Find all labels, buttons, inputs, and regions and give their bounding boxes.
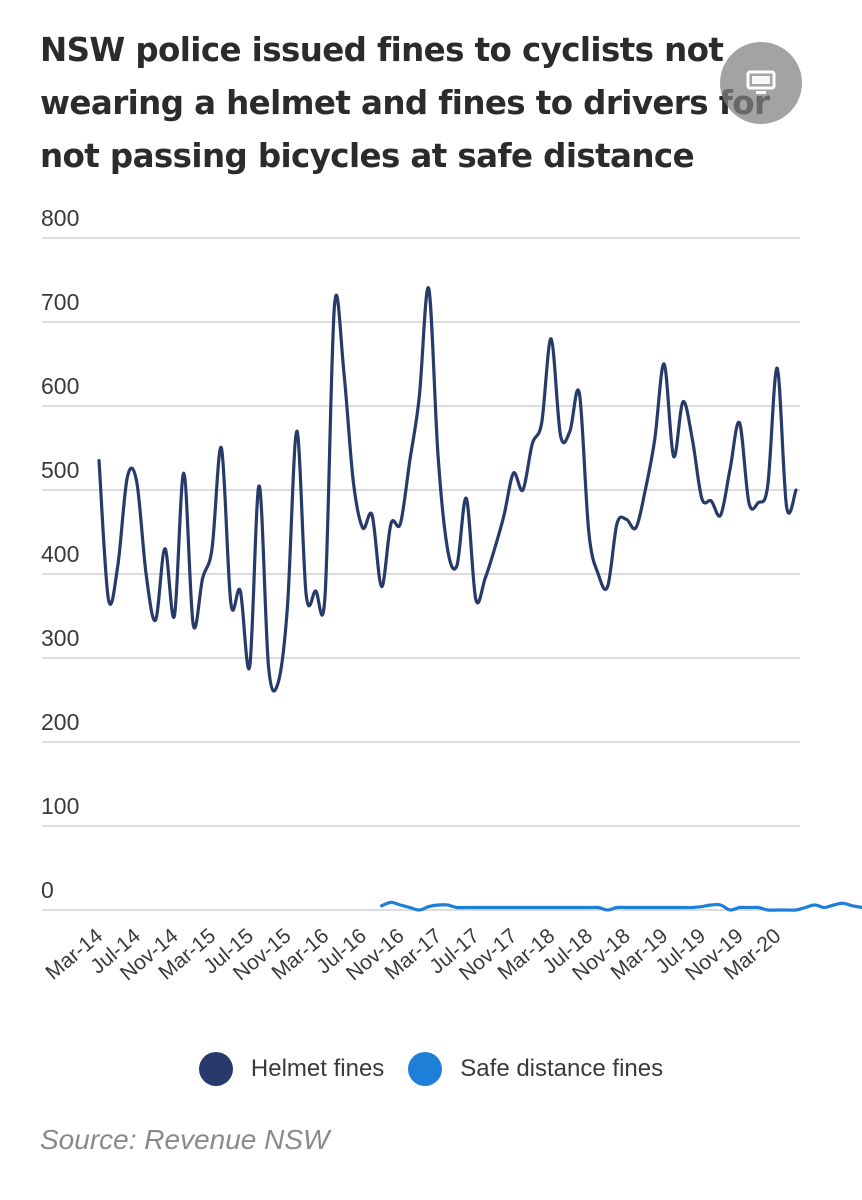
legend-label-helmet: Helmet fines [250, 1055, 385, 1082]
legend-swatch-helmet [198, 1052, 233, 1086]
y-tick-label: 400 [41, 541, 79, 567]
y-tick-label: 200 [41, 709, 79, 735]
screen-mirror-button[interactable] [720, 42, 802, 124]
y-tick-label: 300 [41, 625, 79, 651]
grid-lines [42, 237, 800, 911]
series-line-helmet-fines[interactable] [97, 286, 798, 693]
screen-icon [746, 70, 776, 94]
legend-label-safe-distance: Safe distance fines [460, 1055, 664, 1082]
chart-title: NSW police issued fines to cyclists not … [40, 31, 770, 175]
y-tick-label: 500 [41, 457, 79, 483]
legend-swatch-safe-distance [408, 1052, 443, 1086]
legend: Helmet fines Safe distance fines [0, 1052, 862, 1086]
series-line-safe-distance-fines[interactable] [380, 900, 862, 912]
y-tick-label: 600 [41, 373, 79, 399]
y-tick-label: 100 [41, 793, 79, 819]
legend-item-helmet[interactable]: Helmet fines [198, 1052, 385, 1086]
y-tick-label: 0 [41, 877, 54, 903]
y-tick-label: 800 [41, 205, 79, 231]
y-axis-ticks: 800 700 600 500 400 300 200 100 0 [41, 205, 79, 903]
source-note: Source: Revenue NSW [40, 1124, 330, 1155]
x-axis-ticks: Mar-14Jul-14Nov-14Mar-15Jul-15Nov-15Mar-… [41, 924, 785, 985]
series-lines [97, 286, 862, 912]
legend-item-safe-distance[interactable]: Safe distance fines [408, 1052, 663, 1086]
y-tick-label: 700 [41, 289, 79, 315]
